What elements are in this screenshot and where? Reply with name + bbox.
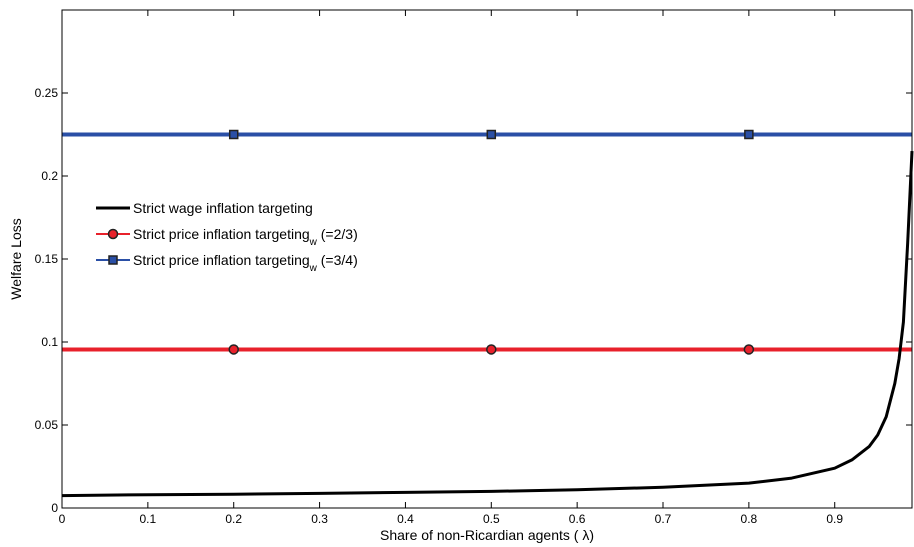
- series-marker-1: [743, 344, 755, 355]
- legend-suffix: (=3/4): [317, 252, 358, 268]
- series-marker-1: [228, 344, 239, 355]
- series-marker-2: [486, 129, 497, 140]
- x-tick-label: 0.4: [397, 512, 414, 526]
- x-tick-label: 0.2: [225, 512, 242, 526]
- legend-label-2: Strict price inflation targetingw (=3/4): [133, 252, 358, 274]
- series-layer: [61, 129, 914, 498]
- y-tick-label: 0.25: [35, 86, 59, 100]
- series-line-0: [61, 151, 914, 498]
- series-marker-2: [228, 129, 239, 140]
- x-tick-label: 0.9: [826, 512, 843, 526]
- legend-swatch-marker-1: [107, 228, 119, 240]
- series-marker-2: [744, 129, 754, 140]
- legend-suffix: (=2/3): [317, 226, 358, 242]
- ticks-layer: 0 0.1 0.2 0.3 0.4 0.5 0.6 0.7 0.8 0.9 0 0.05 0.1 0.15…: [35, 10, 912, 526]
- legend: Strict wage inflation targeting Strict pr…: [96, 200, 358, 274]
- x-tick-label: 0.7: [655, 512, 672, 526]
- y-tick-label: 0.15: [35, 252, 59, 266]
- legend-swatch-marker-2: [108, 255, 118, 265]
- legend-label-1: Strict price inflation targetingw (=2/3): [133, 226, 358, 248]
- x-axis-label: Share of non-Ricardian agents ( λ): [380, 527, 594, 543]
- legend-subscript: w: [309, 263, 318, 274]
- x-tick-label: 0.3: [311, 512, 328, 526]
- y-tick-label: 0.1: [41, 335, 58, 349]
- x-tick-label: 0.5: [483, 512, 500, 526]
- legend-subscript: w: [309, 237, 318, 248]
- y-tick-label: 0.05: [35, 418, 59, 432]
- x-tick-label: 0.1: [140, 512, 157, 526]
- x-tick-label: 0.8: [741, 512, 758, 526]
- legend-label-0: Strict wage inflation targeting: [133, 200, 313, 216]
- series-marker-1: [486, 344, 497, 355]
- x-tick-label: 0: [59, 512, 66, 526]
- x-tick-label: 0.6: [569, 512, 586, 526]
- y-tick-label: 0: [51, 501, 58, 515]
- y-tick-label: 0.2: [41, 169, 58, 183]
- y-axis-label: Welfare Loss: [8, 218, 24, 299]
